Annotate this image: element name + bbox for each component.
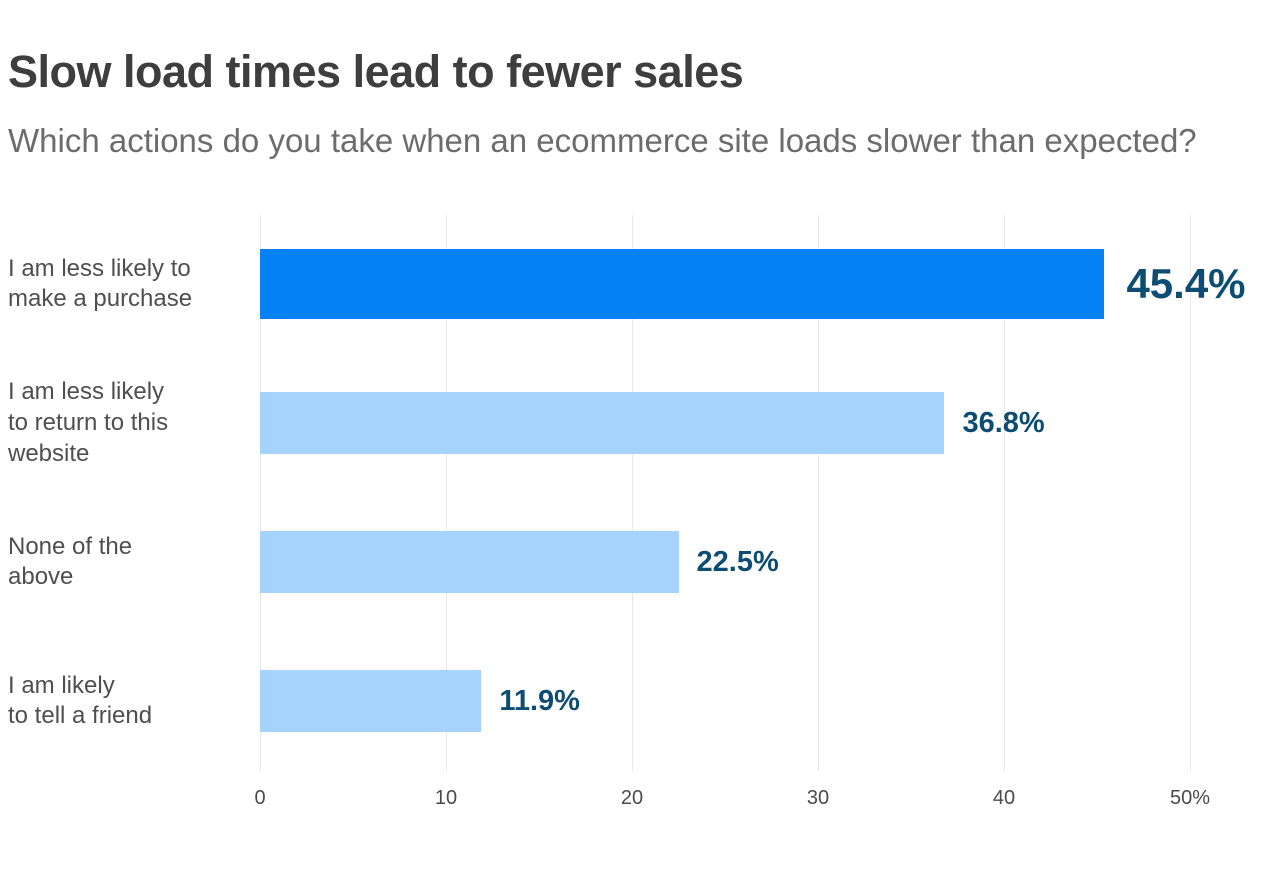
bar	[260, 531, 679, 594]
value-label: 22.5%	[696, 545, 779, 578]
bar-track: 11.9%	[260, 670, 1190, 733]
bar-track: 45.4%	[260, 249, 1246, 320]
bar-track: 22.5%	[260, 531, 1190, 594]
x-tick-label: 0	[254, 786, 266, 809]
gridline	[1190, 214, 1191, 771]
chart-row: None of the above 22.5%	[8, 493, 1270, 632]
bar-track: 36.8%	[260, 392, 1190, 455]
x-tick-label: 10	[434, 786, 458, 809]
category-label: I am likely to tell a friend	[8, 671, 153, 730]
gridline	[446, 214, 447, 771]
value-label: 45.4%	[1126, 260, 1246, 308]
x-tick-label: 20	[620, 786, 644, 809]
chart-row: I am less likely to make a purchase 45.4%	[8, 215, 1270, 354]
chart-title: Slow load times lead to fewer sales	[8, 46, 744, 97]
gridline	[632, 214, 633, 771]
chart-row: I am likely to tell a friend 11.9%	[8, 632, 1270, 771]
category-label: None of the above	[8, 532, 133, 591]
chart-row: I am less likely to return to this websi…	[8, 354, 1270, 493]
category-label: I am less likely to make a purchase	[8, 254, 193, 313]
x-axis: 0 10 20 30 40 50%	[254, 771, 1210, 819]
x-tick-label: 30	[806, 786, 830, 809]
bar	[260, 670, 482, 733]
gridline	[1004, 214, 1005, 771]
gridlines	[260, 214, 1191, 771]
chart-rows: I am less likely to make a purchase 45.4%…	[8, 215, 1270, 771]
category-label: I am less likely to return to this websi…	[8, 378, 169, 467]
bar	[260, 249, 1105, 320]
bar	[260, 392, 945, 455]
x-tick-label: 50%	[1169, 786, 1211, 809]
chart-subtitle: Which actions do you take when an ecomme…	[8, 122, 1197, 159]
bar-chart: I am less likely to make a purchase 45.4%…	[8, 214, 1270, 819]
gridline	[260, 214, 261, 771]
value-label: 11.9%	[499, 684, 580, 717]
x-tick-label: 40	[992, 786, 1016, 809]
value-label: 36.8%	[962, 406, 1045, 439]
gridline	[818, 214, 819, 771]
